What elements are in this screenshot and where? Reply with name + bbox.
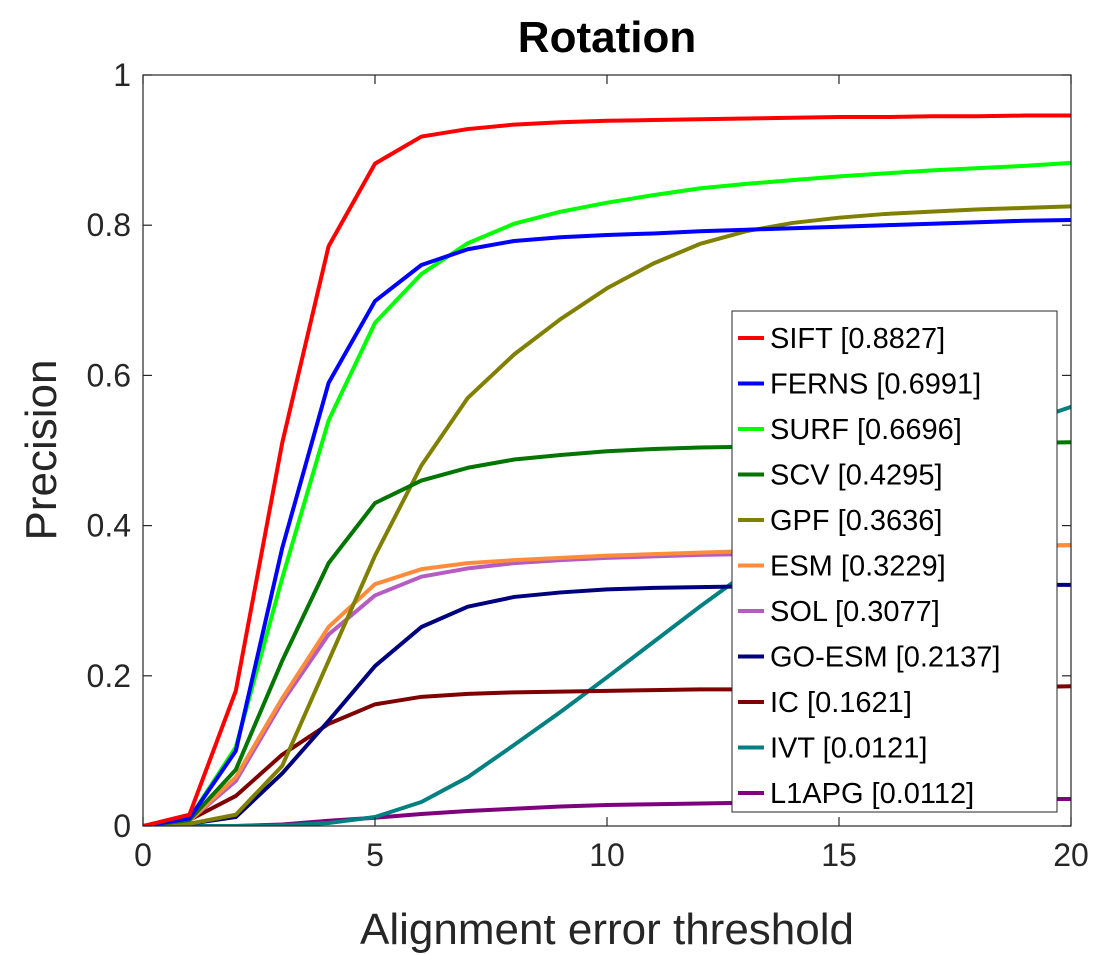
y-tick-label: 0.2 xyxy=(87,658,131,694)
legend-entry: FERNS [0.6991] xyxy=(770,369,981,401)
legend-entry: SOL [0.3077] xyxy=(770,596,940,628)
y-tick-label: 0.8 xyxy=(87,207,131,243)
y-tick-label: 1 xyxy=(113,57,131,93)
legend-entry: SCV [0.4295] xyxy=(770,460,943,492)
y-tick-label: 0.4 xyxy=(87,508,131,544)
legend-entry: L1APG [0.0112] xyxy=(770,778,974,810)
series-layer xyxy=(143,113,1071,826)
legend-entry: ESM [0.3229] xyxy=(770,551,946,583)
plot-area: 0 5 10 15 20 0 0.2 0.4 0.6 0.8 1 xyxy=(87,57,1089,873)
y-axis: 0 0.2 0.4 0.6 0.8 1 xyxy=(87,57,1071,844)
legend-entry: SURF [0.6696] xyxy=(770,414,962,446)
legend-box xyxy=(731,310,1058,813)
legend-entry: SIFT [0.8827] xyxy=(770,323,945,355)
series-line-1 xyxy=(143,217,1071,826)
x-tick-label: 20 xyxy=(1053,837,1089,873)
series-line-0 xyxy=(143,113,1071,826)
y-axis-label: Precision xyxy=(17,360,66,541)
legend-entry: IVT [0.0121] xyxy=(770,733,927,765)
x-axis: 0 5 10 15 20 xyxy=(134,75,1089,873)
x-tick-label: 5 xyxy=(366,837,384,873)
y-tick-label: 0.6 xyxy=(87,357,131,393)
legend-items: SIFT [0.8827] FERNS [0.6991] SURF [0.6696]… xyxy=(738,323,1001,810)
series-line-4 xyxy=(143,204,1071,826)
x-tick-label: 10 xyxy=(589,837,625,873)
x-axis-label: Alignment error threshold xyxy=(360,905,854,954)
legend-entry: GPF [0.3636] xyxy=(770,505,943,537)
x-tick-label: 0 xyxy=(134,837,152,873)
chart-title: Rotation xyxy=(518,13,696,62)
legend-entry: IC [0.1621] xyxy=(770,687,912,719)
legend: SIFT [0.8827] FERNS [0.6991] SURF [0.6696]… xyxy=(731,310,1058,813)
series-line-2 xyxy=(143,160,1071,826)
x-tick-label: 15 xyxy=(821,837,857,873)
y-tick-label: 0 xyxy=(113,808,131,844)
legend-entry: GO-ESM [0.2137] xyxy=(770,642,1001,674)
